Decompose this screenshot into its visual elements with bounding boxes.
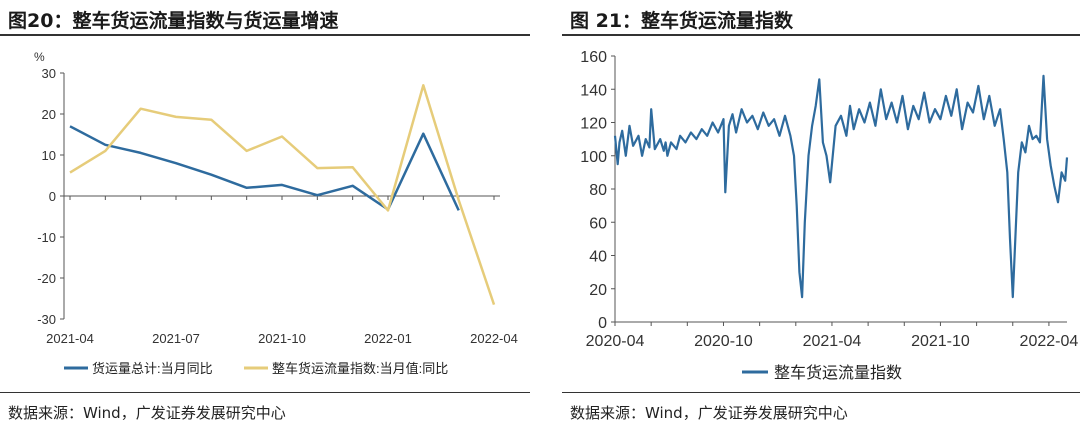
left-y-tick-label: 10 [42,148,56,163]
left-y-tick-label: 30 [42,66,56,81]
right-chart-title: 图 21：整车货运流量指数 [570,10,794,32]
right-y-tick-label: 160 [580,49,607,66]
left-y-tick-label: 20 [42,107,56,122]
right-y-tick-label: 100 [580,149,607,166]
right-legend-label-1: 整车货运流量指数 [774,364,902,382]
right-x-tick-label: 2021-04 [803,333,862,350]
right-x-tick-label: 2020-04 [586,333,645,350]
left-bottom-rule [0,392,530,393]
left-chart-panel: 图20：整车货运流量指数与货运量增速 % 30 20 10 0 -10 -20 -30 2021… [0,0,530,429]
left-y-tick-label: -10 [37,230,56,245]
right-y-tick-label: 20 [589,282,607,299]
left-series-line-2 [69,84,496,306]
right-y-tick-label: 60 [589,215,607,232]
right-x-tick-label: 2021-10 [911,333,970,350]
right-x-tick-label: 2020-10 [694,333,753,350]
left-chart-title: 图20：整车货运流量指数与货运量增速 [8,10,339,32]
left-y-tick-label: 0 [49,189,56,204]
left-legend-label-2: 整车货运流量指数:当月值:同比 [272,361,448,376]
left-x-tick-label: 2022-04 [470,331,518,346]
right-source-note: 数据来源：Wind，广发证券发展研究中心 [570,404,848,422]
right-x-tick-label: 2022-04 [1020,333,1079,350]
right-y-tick-label: 40 [589,249,607,266]
left-y-tick-label: -30 [37,312,56,327]
left-x-tick-label: 2021-04 [46,331,94,346]
right-y-tick-label: 0 [598,315,607,332]
left-chart-plot: % 30 20 10 0 -10 -20 -30 2021-04 2021-07 2021-10 20… [34,50,518,376]
left-x-tick-label: 2022-01 [364,331,412,346]
left-x-tick-label: 2021-07 [152,331,200,346]
left-legend-label-1: 货运量总计:当月同比 [92,361,213,376]
right-series-line-1 [613,74,1069,299]
left-x-tick-label: 2021-10 [258,331,306,346]
right-y-tick-label: 140 [580,82,607,99]
right-y-tick-label: 120 [580,116,607,133]
right-y-tick-label: 80 [589,182,607,199]
left-series-line-1 [69,125,460,211]
left-y-unit: % [34,50,45,64]
right-chart-panel: 图 21：整车货运流量指数 160 140 120 100 80 60 40 20 0 2020-… [562,0,1080,429]
right-title-rule [562,34,1080,36]
left-title-rule [0,34,530,36]
right-bottom-rule [562,392,1080,393]
left-source-note: 数据来源：Wind，广发证券发展研究中心 [8,404,286,422]
left-y-tick-label: -20 [37,271,56,286]
